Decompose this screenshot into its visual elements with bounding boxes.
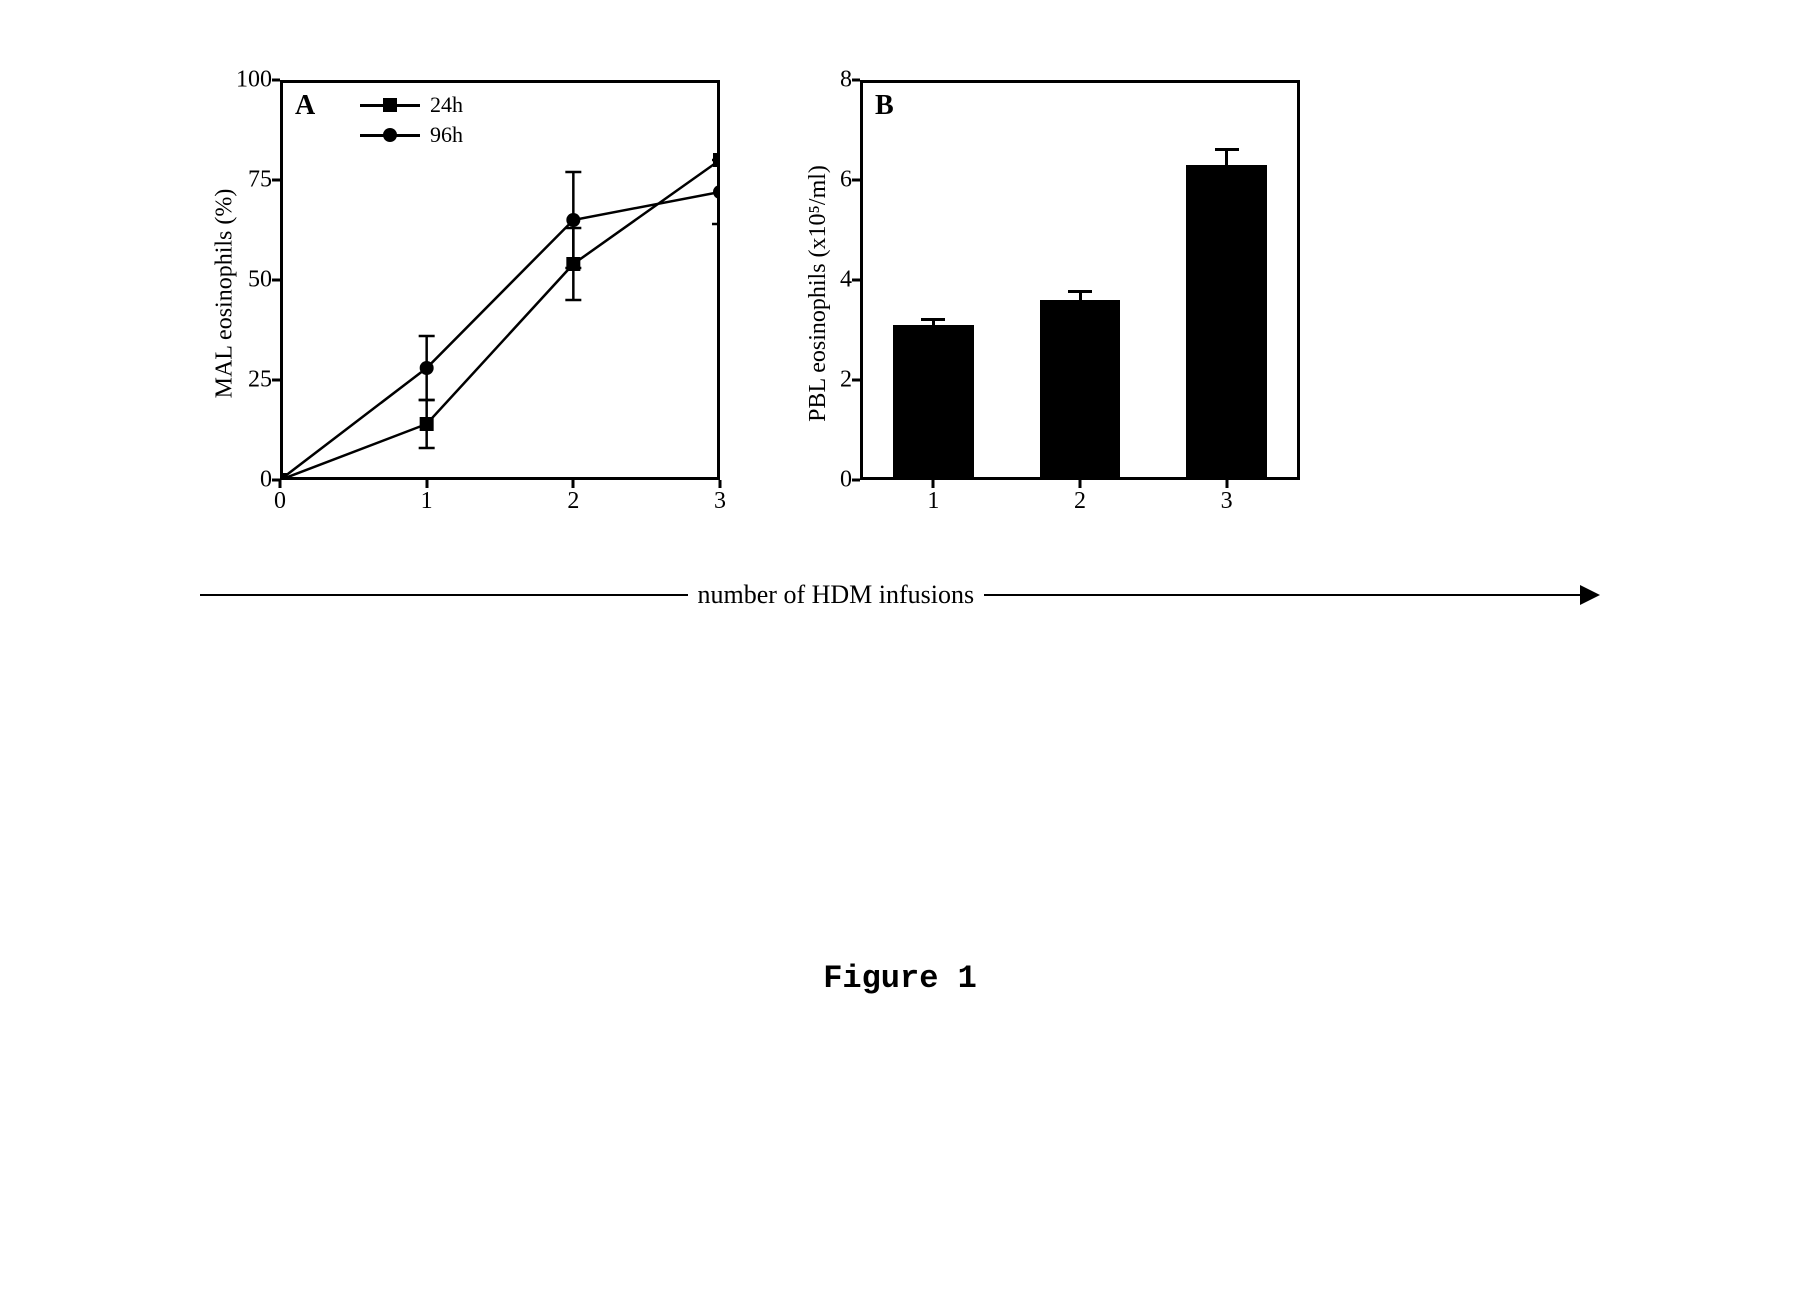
- arrow-line-left: [200, 594, 688, 596]
- bar: [1040, 300, 1121, 480]
- arrow-head-icon: [1580, 585, 1600, 605]
- panel-a-plot: A 24h96h 02550751000123: [280, 80, 720, 480]
- panel-b-plot: B 02468123: [860, 80, 1300, 480]
- panel-a-ylabel: MAL eosinophils (%): [211, 189, 238, 399]
- ytick-label: 50: [248, 267, 272, 294]
- ytick-mark: [272, 379, 280, 382]
- ytick-label: 2: [840, 367, 852, 394]
- ytick-label: 25: [248, 367, 272, 394]
- xtick-label: 0: [274, 488, 286, 515]
- xtick-label: 1: [421, 488, 433, 515]
- error-cap: [1215, 148, 1239, 151]
- ytick-label: 75: [248, 167, 272, 194]
- figure-container: MAL eosinophils (%) A 24h96h 02550751000…: [200, 80, 1600, 480]
- x-axis-caption: number of HDM infusions: [200, 580, 1600, 610]
- panel-b-ylabel: PBL eosinophils (x10⁵/ml): [805, 165, 832, 422]
- ytick-label: 6: [840, 167, 852, 194]
- xtick-mark: [425, 480, 428, 488]
- xtick-label: 2: [567, 488, 579, 515]
- ytick-label: 0: [260, 467, 272, 494]
- figure-title: Figure 1: [200, 960, 1600, 997]
- ytick-mark: [852, 79, 860, 82]
- xtick-mark: [1225, 480, 1228, 488]
- xtick-mark: [279, 480, 282, 488]
- ytick-mark: [272, 179, 280, 182]
- error-cap: [921, 318, 945, 321]
- ytick-mark: [852, 179, 860, 182]
- ytick-label: 8: [840, 67, 852, 94]
- ytick-mark: [272, 79, 280, 82]
- ytick-mark: [852, 479, 860, 482]
- ytick-mark: [852, 279, 860, 282]
- ytick-label: 0: [840, 467, 852, 494]
- ytick-label: 4: [840, 267, 852, 294]
- bar: [893, 325, 974, 480]
- panel-b-label: B: [875, 90, 894, 122]
- ytick-label: 100: [236, 67, 272, 94]
- ytick-mark: [852, 379, 860, 382]
- caption-text: number of HDM infusions: [688, 580, 985, 610]
- xtick-mark: [1079, 480, 1082, 488]
- error-cap: [1068, 290, 1092, 293]
- panels-row: MAL eosinophils (%) A 24h96h 02550751000…: [200, 80, 1600, 480]
- ytick-mark: [272, 279, 280, 282]
- xtick-label: 2: [1074, 488, 1086, 515]
- xtick-mark: [932, 480, 935, 488]
- xtick-label: 1: [927, 488, 939, 515]
- panel-b: PBL eosinophils (x10⁵/ml) B 02468123: [860, 80, 1300, 480]
- xtick-label: 3: [1221, 488, 1233, 515]
- bar: [1186, 165, 1267, 480]
- panel-a: MAL eosinophils (%) A 24h96h 02550751000…: [280, 80, 720, 480]
- panel-a-lines: [280, 80, 720, 480]
- xtick-label: 3: [714, 488, 726, 515]
- arrow-line-right: [984, 594, 1580, 596]
- xtick-mark: [719, 480, 722, 488]
- xtick-mark: [572, 480, 575, 488]
